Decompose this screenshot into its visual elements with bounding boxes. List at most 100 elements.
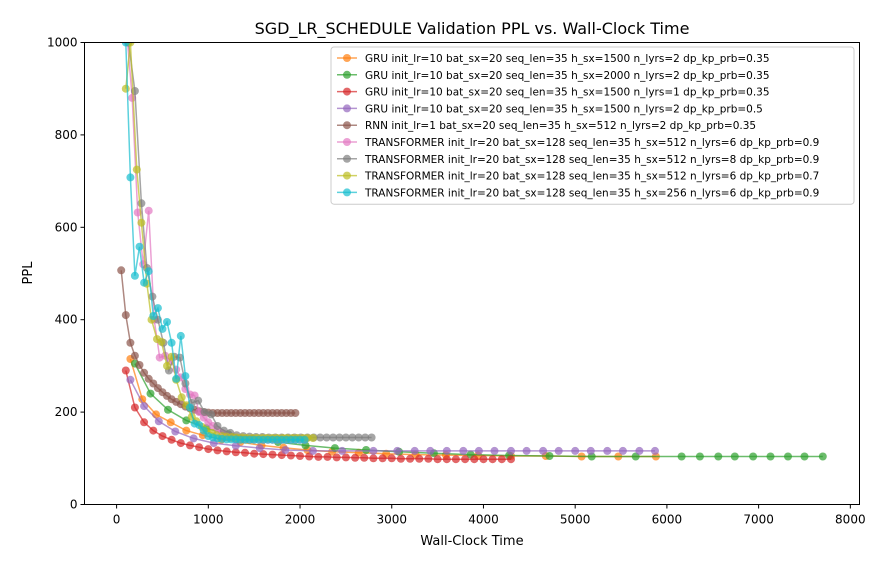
data-point (522, 446, 531, 455)
data-point (362, 446, 371, 454)
data-point (130, 271, 139, 280)
legend-label: GRU init_lr=10 bat_sx=20 seq_len=35 h_sx… (365, 87, 770, 99)
y-tick-label: 800 (55, 128, 78, 142)
x-tick-label: 5000 (560, 513, 591, 527)
legend-swatch-marker (343, 171, 351, 180)
data-point (488, 455, 497, 464)
data-point (121, 84, 130, 93)
data-point (474, 446, 483, 455)
data-point (426, 446, 435, 455)
data-point (213, 446, 222, 455)
data-point (135, 361, 144, 369)
legend-label: GRU init_lr=10 bat_sx=20 seq_len=35 h_sx… (365, 103, 763, 115)
series-5 (117, 266, 300, 417)
data-point (360, 453, 369, 462)
data-point (149, 312, 158, 320)
data-point (296, 452, 304, 460)
data-point (571, 446, 580, 455)
data-point (194, 396, 203, 405)
data-point (126, 173, 135, 182)
data-point (121, 311, 130, 320)
data-point (130, 351, 139, 360)
data-point (322, 433, 331, 442)
data-point (291, 409, 300, 417)
x-tick-label: 4000 (468, 513, 499, 527)
legend-entry: GRU init_lr=10 bat_sx=20 seq_len=35 h_sx… (337, 103, 763, 115)
data-point (126, 338, 135, 347)
data-point (130, 403, 139, 412)
data-point (204, 445, 213, 454)
data-point (181, 372, 190, 381)
data-point (167, 338, 176, 347)
data-point (153, 304, 162, 313)
data-point (308, 446, 317, 455)
data-point (714, 452, 723, 461)
data-point (818, 452, 827, 461)
data-point (152, 410, 160, 419)
legend-label: RNN init_lr=1 bat_sx=20 seq_len=35 h_sx=… (365, 120, 756, 132)
data-point (442, 446, 451, 455)
series-4 (126, 375, 659, 455)
data-point (618, 446, 627, 455)
data-point (338, 446, 347, 455)
data-point (677, 452, 686, 461)
data-point (158, 324, 167, 333)
legend-label: GRU init_lr=10 bat_sx=20 seq_len=35 h_sx… (365, 53, 770, 65)
y-tick-label: 0 (70, 498, 78, 512)
legend-swatch-marker (343, 121, 351, 130)
data-point (329, 433, 338, 442)
y-tick-label: 200 (55, 405, 78, 419)
data-point (369, 454, 378, 463)
data-point (335, 433, 344, 442)
data-point (603, 446, 612, 455)
data-point (354, 433, 363, 442)
x-tick-label: 3000 (376, 513, 407, 527)
data-point (241, 448, 249, 457)
data-point (497, 455, 506, 464)
data-point (651, 446, 659, 455)
data-point (171, 427, 180, 436)
data-point (415, 454, 424, 463)
y-axis-label: PPL (21, 261, 36, 285)
data-point (308, 434, 317, 442)
data-point (749, 452, 758, 461)
data-point (459, 446, 468, 455)
data-point (167, 435, 176, 444)
legend-entry: TRANSFORMER init_lr=20 bat_sx=128 seq_le… (337, 187, 819, 199)
data-point (186, 441, 194, 450)
data-point (166, 418, 175, 427)
series-9 (121, 42, 309, 444)
data-point (784, 452, 792, 461)
data-point (507, 446, 515, 455)
chart-title: SGD_LR_SCHEDULE Validation PPL vs. Wall-… (255, 19, 690, 39)
axes-frame (84, 42, 860, 505)
data-point (369, 446, 378, 455)
data-point (539, 446, 548, 455)
data-point (442, 455, 451, 464)
y-tick-label: 600 (55, 220, 78, 234)
data-point (222, 447, 231, 456)
data-point (259, 450, 268, 459)
data-point (154, 417, 163, 426)
data-point (507, 455, 515, 464)
data-point (330, 444, 339, 453)
data-point (286, 451, 295, 460)
data-point (140, 278, 149, 287)
data-point (424, 454, 433, 463)
data-point (341, 453, 350, 462)
data-point (121, 366, 130, 375)
legend-swatch-marker (343, 154, 351, 163)
data-point (195, 443, 204, 452)
data-point (231, 448, 240, 457)
data-point (332, 453, 341, 462)
series-8-line (125, 42, 313, 439)
data-point (361, 433, 370, 442)
data-point (199, 426, 208, 435)
legend: GRU init_lr=10 bat_sx=20 seq_len=35 h_sx… (330, 46, 855, 205)
data-point (135, 242, 144, 251)
data-point (189, 434, 198, 443)
axis-ticks: 0 1000 2000 3000 4000 5000 6000 7000 8000 0 200 400… (47, 36, 866, 527)
legend-entry: GRU init_lr=10 bat_sx=20 seq_len=35 h_sx… (337, 87, 770, 99)
legend-entry: TRANSFORMER init_lr=20 bat_sx=128 seq_le… (337, 154, 819, 166)
